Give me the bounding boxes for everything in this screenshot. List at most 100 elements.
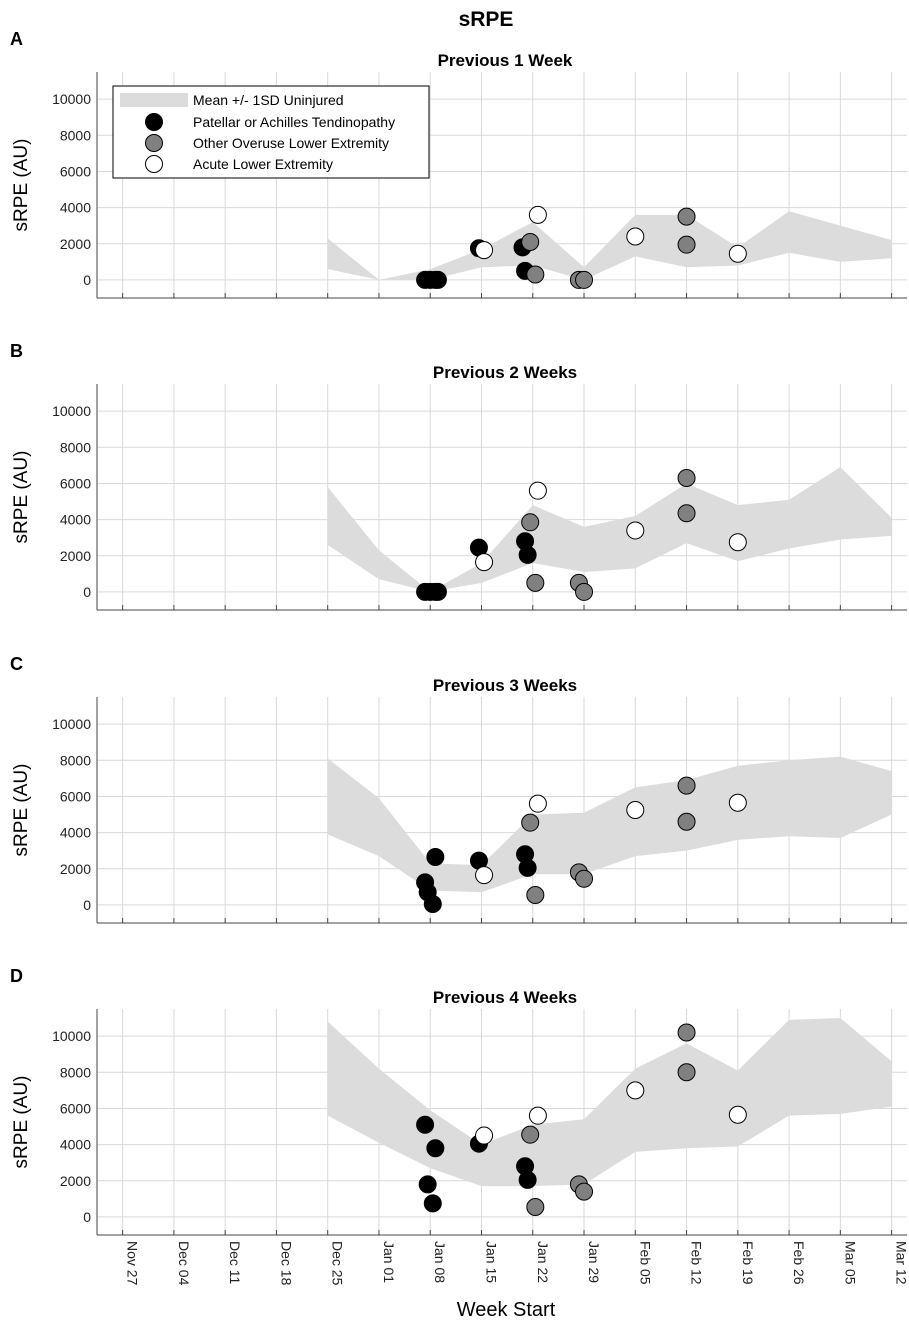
x-tick-label: Jan 01 — [381, 1241, 397, 1283]
tendinopathy-point — [426, 848, 445, 867]
y-tick-label: 0 — [83, 897, 91, 913]
tendinopathy-point — [423, 895, 442, 914]
x-axis-label: Week Start — [457, 1299, 556, 1321]
y-axis-label: sRPE (AU) — [11, 1076, 32, 1169]
overuse-point — [521, 1125, 540, 1144]
x-tick-label: Feb 26 — [791, 1241, 807, 1285]
y-tick-label: 10000 — [52, 91, 91, 107]
overuse-point — [575, 1182, 594, 1201]
uninjured-band — [327, 211, 892, 280]
panel-c: C Previous 3 Weeks 0 2000 4000 6000 8000 10000 s… — [10, 654, 907, 924]
panel-title: Previous 3 Weeks — [433, 676, 577, 695]
uninjured-band — [327, 467, 892, 592]
x-tick-label: Dec 04 — [176, 1241, 192, 1286]
tendinopathy-point — [426, 1139, 445, 1158]
panel-d: D Previous 4 Weeks 0 2000 4000 6000 8000 10000 s… — [10, 966, 909, 1286]
tendinopathy-point — [418, 1175, 437, 1194]
acute-point — [728, 1105, 747, 1124]
overuse-point — [521, 513, 540, 532]
legend-tendinopathy-label: Patellar or Achilles Tendinopathy — [193, 114, 395, 130]
x-tick-label: Dec 11 — [227, 1241, 243, 1285]
acute-point — [528, 481, 547, 500]
panel-title: Previous 4 Weeks — [433, 988, 577, 1007]
acute-point — [475, 553, 494, 572]
uninjured-band — [327, 1018, 892, 1187]
overuse-point — [677, 1023, 696, 1042]
overuse-point — [677, 1063, 696, 1082]
tendinopathy-point — [518, 1170, 537, 1189]
panel-letter: A — [10, 29, 23, 49]
y-axis-label: sRPE (AU) — [11, 764, 32, 857]
y-tick-label: 10000 — [52, 1028, 91, 1044]
panels: A Previous 1 Week 0 2000 4000 6000 8000 10000 sR… — [10, 29, 909, 1286]
x-tick-label: Dec 18 — [278, 1241, 294, 1286]
acute-point — [626, 521, 645, 540]
panel-b: B Previous 2 Weeks 0 2000 4000 6000 8000 10000 s… — [10, 341, 907, 611]
y-tick-label: 8000 — [60, 752, 91, 768]
overuse-point — [677, 235, 696, 254]
y-tick-label: 2000 — [60, 861, 91, 877]
figure-title: sRPE — [459, 8, 514, 31]
x-tick-label: Feb 19 — [740, 1241, 756, 1285]
acute-point — [728, 244, 747, 263]
y-tick-label: 8000 — [60, 127, 91, 143]
uninjured-band — [327, 756, 892, 893]
y-tick-label: 4000 — [60, 512, 91, 528]
legend-overuse-marker — [145, 134, 163, 152]
tendinopathy-point — [428, 582, 447, 601]
y-tick-label: 6000 — [60, 163, 91, 179]
y-tick-label: 2000 — [60, 1173, 91, 1189]
x-tick-label: Mar 05 — [842, 1241, 858, 1285]
x-tick-label: Dec 25 — [330, 1241, 346, 1286]
overuse-point — [677, 504, 696, 523]
tendinopathy-point — [518, 858, 537, 877]
legend-tendinopathy-marker — [145, 113, 163, 131]
tendinopathy-point — [423, 1194, 442, 1213]
acute-point — [728, 793, 747, 812]
tendinopathy-point — [428, 270, 447, 289]
overuse-point — [677, 207, 696, 226]
y-tick-label: 0 — [83, 272, 91, 288]
legend-overuse-label: Other Overuse Lower Extremity — [193, 135, 389, 151]
panel-letter: C — [10, 654, 23, 674]
x-tick-label: Nov 27 — [125, 1241, 141, 1286]
overuse-point — [677, 812, 696, 831]
acute-point — [728, 533, 747, 552]
y-tick-label: 6000 — [60, 788, 91, 804]
y-tick-label: 2000 — [60, 548, 91, 564]
acute-point — [475, 866, 494, 885]
legend-band-label: Mean +/- 1SD Uninjured — [193, 92, 344, 108]
overuse-point — [575, 582, 594, 601]
x-tick-label: Feb 05 — [637, 1241, 653, 1285]
legend-acute-marker — [145, 155, 163, 173]
x-tick-label: Jan 29 — [586, 1241, 602, 1283]
acute-point — [528, 205, 547, 224]
x-tick-label: Feb 12 — [689, 1241, 705, 1285]
acute-point — [626, 1081, 645, 1100]
y-tick-label: 4000 — [60, 825, 91, 841]
y-tick-label: 10000 — [52, 403, 91, 419]
y-axis-label: sRPE (AU) — [11, 451, 32, 544]
acute-point — [475, 241, 494, 260]
panel-letter: B — [10, 341, 23, 361]
acute-point — [528, 794, 547, 813]
overuse-point — [526, 885, 545, 904]
y-tick-label: 4000 — [60, 200, 91, 216]
y-tick-label: 0 — [83, 584, 91, 600]
overuse-point — [526, 1197, 545, 1216]
x-tick-label: Jan 15 — [483, 1241, 499, 1283]
overuse-point — [575, 270, 594, 289]
y-tick-label: 6000 — [60, 1100, 91, 1116]
legend: Mean +/- 1SD Uninjured Patellar or Achill… — [112, 85, 430, 179]
tendinopathy-point — [518, 545, 537, 564]
panel-letter: D — [10, 966, 23, 986]
acute-point — [475, 1126, 494, 1145]
x-tick-label: Mar 12 — [894, 1241, 909, 1285]
y-tick-label: 4000 — [60, 1137, 91, 1153]
y-tick-label: 8000 — [60, 1064, 91, 1080]
panel-title: Previous 1 Week — [438, 51, 573, 70]
y-tick-label: 6000 — [60, 475, 91, 491]
panel-a: A Previous 1 Week 0 2000 4000 6000 8000 10000 sR… — [10, 29, 907, 299]
overuse-point — [526, 573, 545, 592]
